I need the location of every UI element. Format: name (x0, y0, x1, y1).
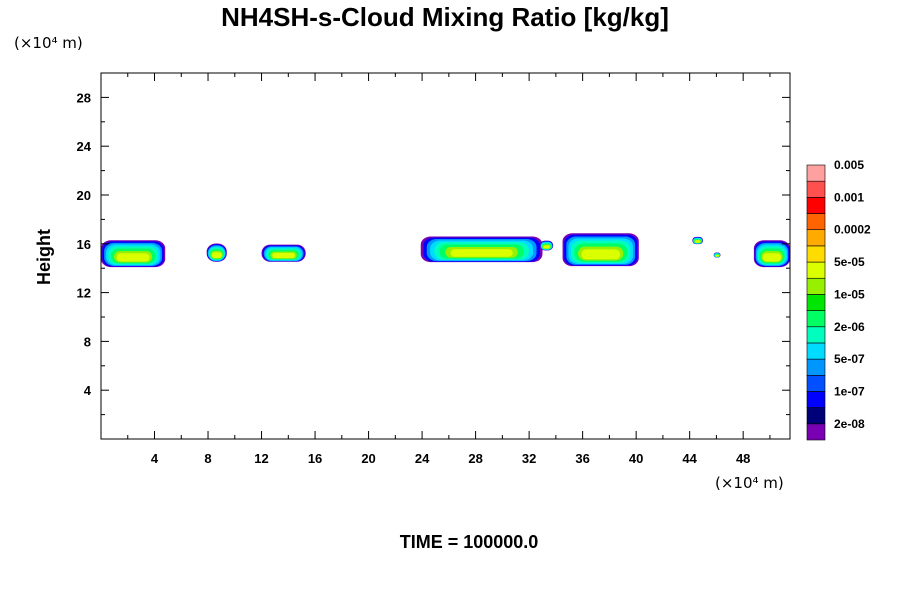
colorbar-swatch (806, 197, 826, 214)
colorbar-label: 5e-05 (834, 255, 865, 269)
cloud-contour-band (581, 249, 621, 260)
colorbar-label: 2e-06 (834, 320, 865, 334)
colorbar-label: 0.005 (834, 158, 864, 172)
colorbar-swatch (806, 310, 826, 328)
colorbar-swatch (806, 277, 826, 295)
colorbar-swatch (806, 180, 826, 198)
cloud-contour-band (694, 240, 701, 243)
colorbar-swatch (806, 229, 826, 247)
colorbar-swatch (806, 374, 826, 392)
cloud-cluster (420, 236, 543, 263)
x-tick-label: 44 (682, 451, 697, 466)
y-tick-label: 8 (84, 334, 91, 349)
cloud-contour-band (211, 252, 222, 258)
colorbar-swatch (806, 294, 826, 311)
x-tick-label: 40 (629, 451, 643, 466)
colorbar-swatch (806, 261, 826, 279)
cloud-contour-band (450, 249, 513, 257)
cloud-cluster (206, 243, 227, 262)
x-axis-unit: (×10⁴ m) (715, 474, 784, 492)
colorbar-swatch (806, 391, 826, 408)
y-axis-unit: (×10⁴ m) (14, 34, 83, 52)
colorbar-swatch (806, 164, 826, 182)
colorbar-swatch (806, 407, 826, 425)
colorbar: 2e-08 1e-07 5e-07 2e-06 1e-05 5e-05 0.0002 0.00… (806, 158, 871, 441)
y-tick-label: 4 (84, 383, 92, 398)
y-axis-label: Height (34, 229, 54, 285)
x-tick-label: 32 (522, 451, 536, 466)
cloud-cluster (261, 244, 306, 262)
cloud-contour-band (543, 245, 550, 249)
cloud-cluster (101, 240, 166, 268)
y-tick-label: 20 (77, 188, 91, 203)
colorbar-label: 0.0002 (834, 223, 871, 237)
plot-frame (100, 72, 791, 440)
cloud-cluster (713, 252, 721, 258)
y-tick-label: 24 (77, 139, 92, 154)
cloud-cluster (753, 240, 790, 268)
colorbar-swatch (806, 423, 826, 441)
cloud-contour-band (116, 253, 150, 262)
x-tick-label: 36 (575, 451, 589, 466)
y-tick-label: 16 (77, 237, 91, 252)
cloud-field (101, 233, 790, 268)
cloud-contour-band (762, 253, 782, 262)
cloud-cluster (692, 236, 704, 245)
cloud-cluster (562, 233, 639, 267)
cloud-contour-band (272, 253, 295, 259)
colorbar-label: 5e-07 (834, 352, 865, 366)
y-tick-label: 12 (77, 286, 91, 301)
colorbar-label: 1e-05 (834, 287, 865, 301)
colorbar-label: 0.001 (834, 190, 864, 204)
colorbar-label: 2e-08 (834, 417, 865, 431)
x-tick-label: 16 (308, 451, 322, 466)
x-tick-label: 12 (254, 451, 268, 466)
x-tick-label: 8 (204, 451, 211, 466)
x-tick-label: 28 (468, 451, 482, 466)
y-tick-label: 28 (77, 90, 91, 105)
x-tick-label: 48 (736, 451, 750, 466)
colorbar-swatch (806, 358, 826, 376)
chart-title: NH4SH-s-Cloud Mixing Ratio [kg/kg] (221, 2, 669, 32)
cloud-cluster (539, 240, 554, 251)
x-tick-label: 24 (415, 451, 430, 466)
time-label: TIME = 100000.0 (400, 532, 539, 552)
colorbar-swatch (806, 245, 826, 263)
colorbar-swatch (806, 342, 826, 360)
x-tick-label: 4 (151, 451, 159, 466)
colorbar-swatch (806, 326, 826, 344)
colorbar-label: 1e-07 (834, 384, 865, 398)
x-tick-label: 20 (361, 451, 375, 466)
colorbar-swatch (806, 213, 826, 231)
cloud-contour-band (715, 254, 719, 257)
